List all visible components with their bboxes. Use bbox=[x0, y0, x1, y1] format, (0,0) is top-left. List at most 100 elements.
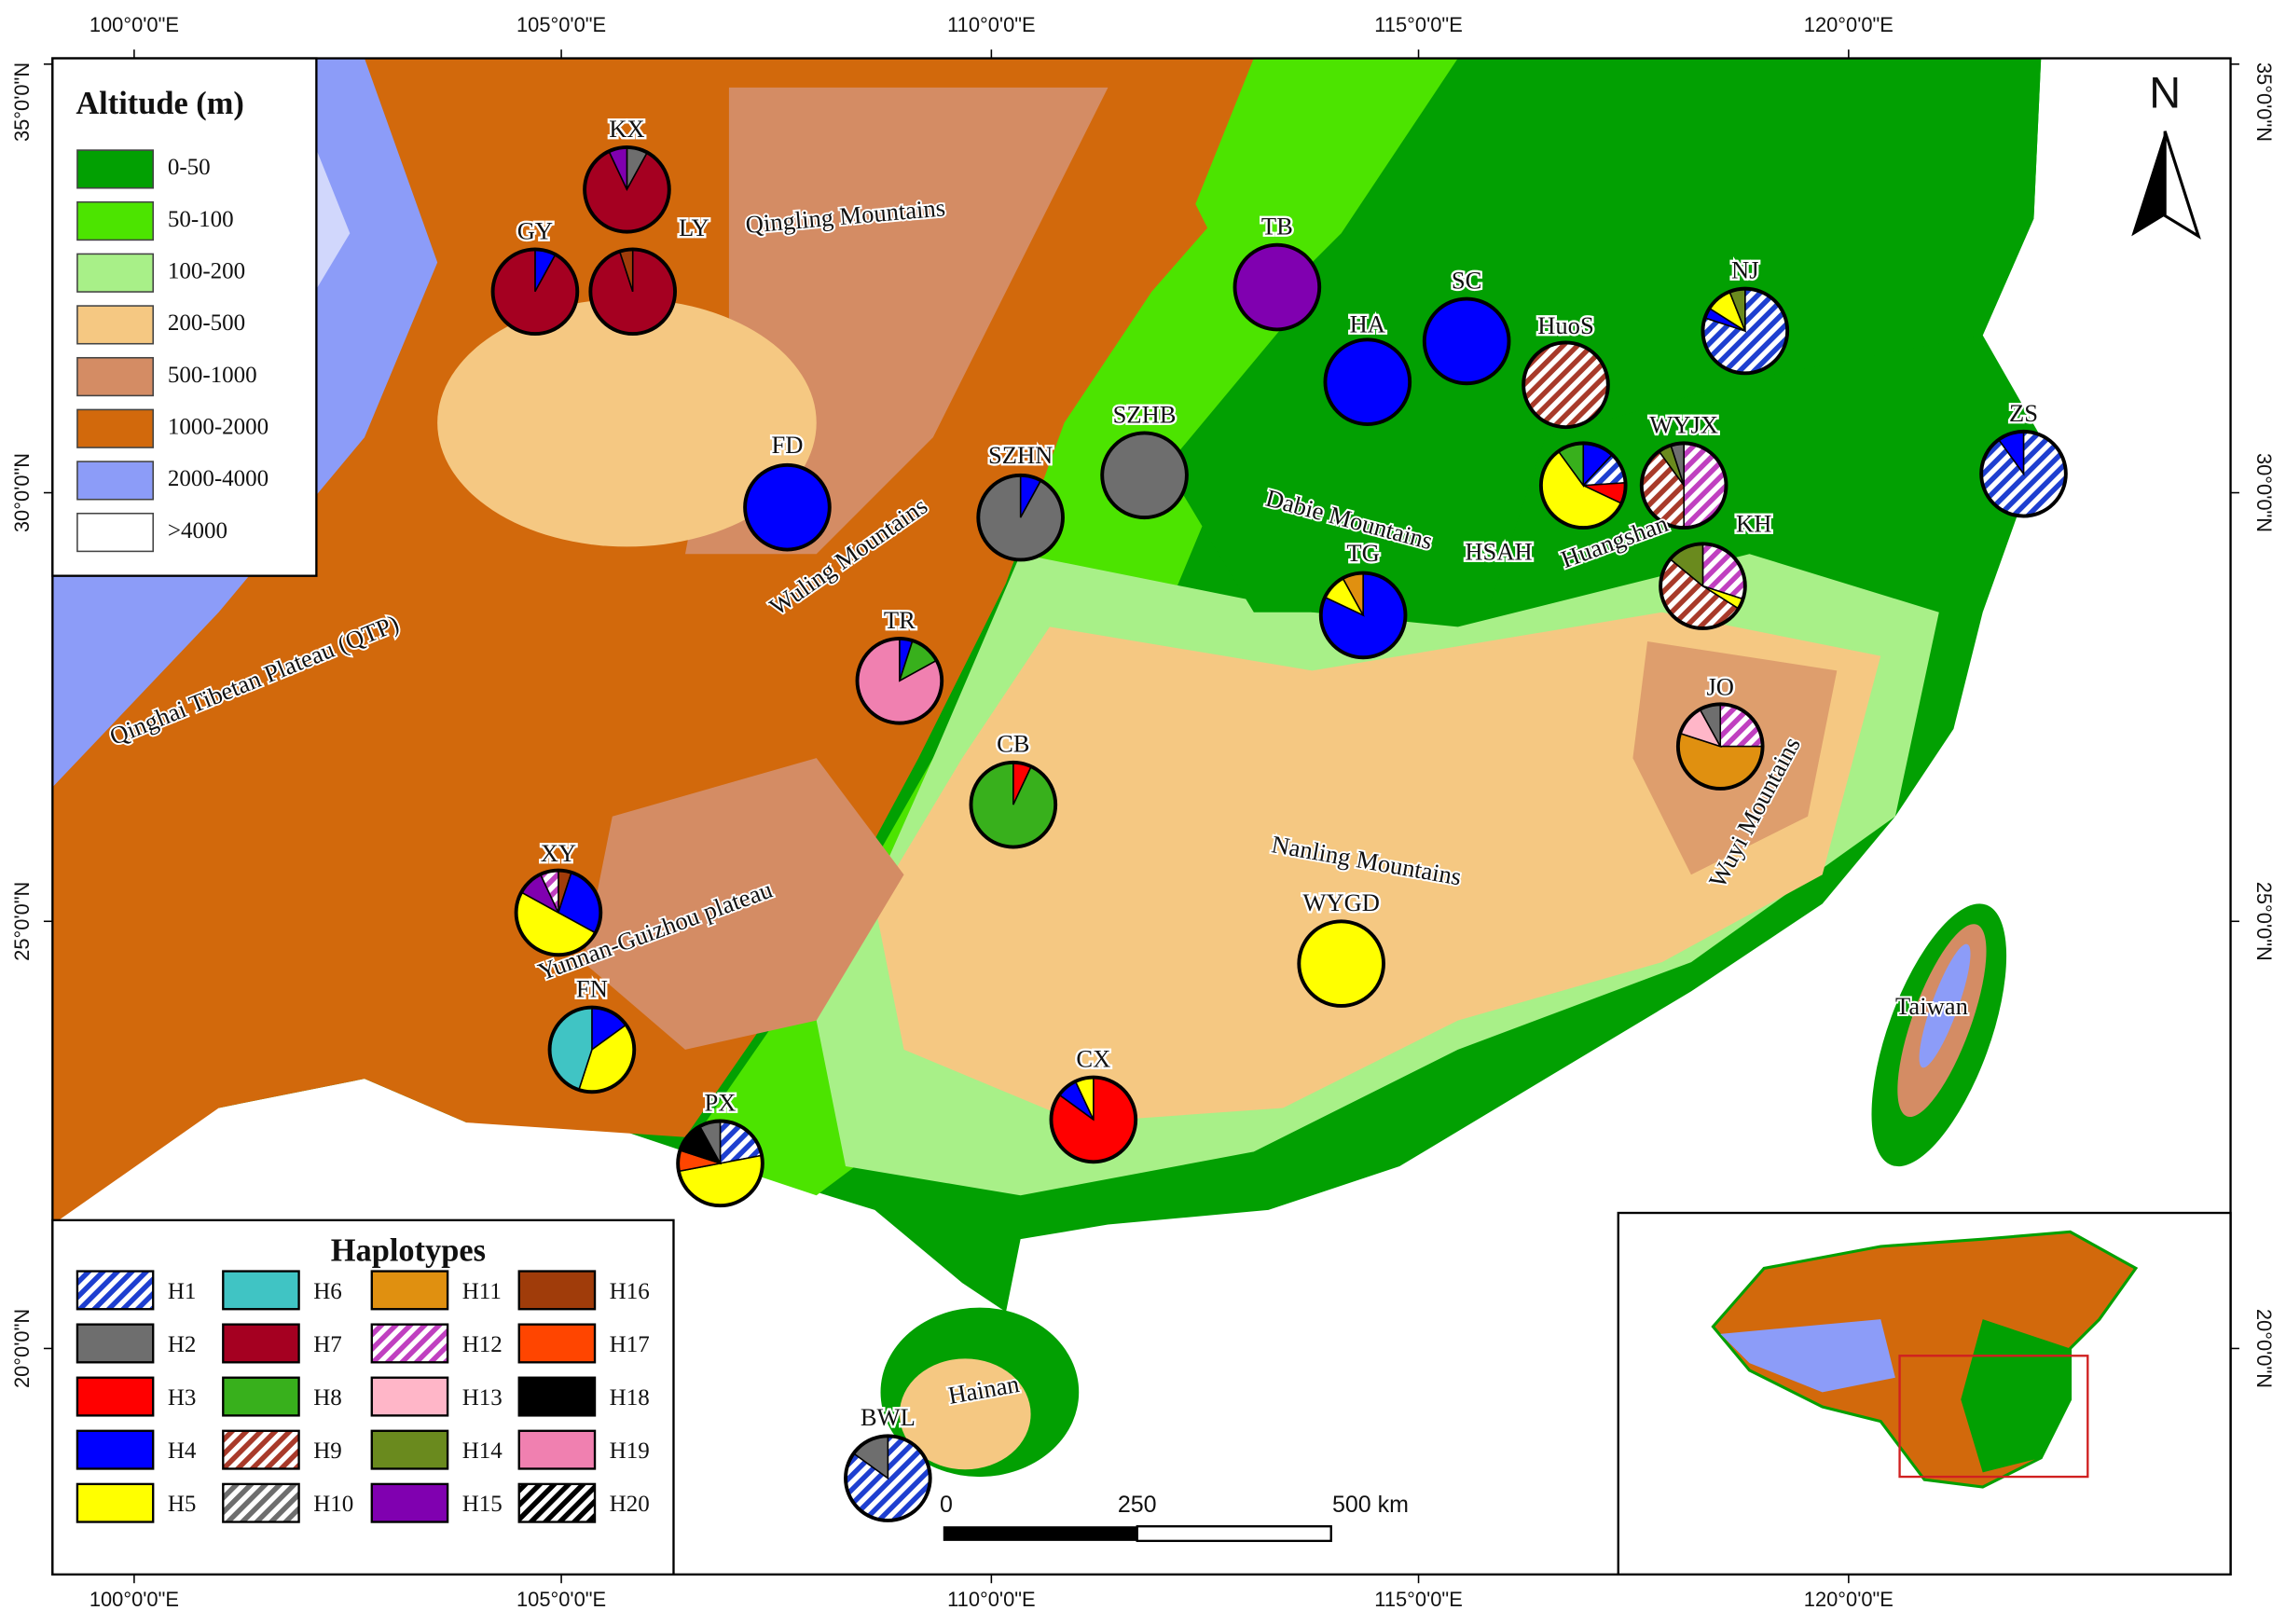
legend-label: H3 bbox=[168, 1385, 197, 1411]
legend-swatch bbox=[76, 356, 155, 397]
legend-title: Haplotypes bbox=[331, 1233, 486, 1269]
pie-outline bbox=[1701, 286, 1790, 376]
legend-swatch bbox=[76, 1376, 155, 1417]
legend-label: H14 bbox=[462, 1438, 503, 1464]
lon-label-top: 105°0'0"E bbox=[516, 13, 606, 36]
population-label: LY bbox=[679, 213, 709, 241]
population-label: HuoS bbox=[1537, 311, 1594, 339]
pie-outline bbox=[583, 145, 671, 234]
legend-label: 2000-4000 bbox=[168, 466, 269, 491]
legend-label: H2 bbox=[168, 1332, 197, 1357]
pie-outline bbox=[1422, 296, 1511, 386]
legend-swatch bbox=[517, 1270, 597, 1311]
pie-outline bbox=[1233, 242, 1322, 332]
legend-label: 200-500 bbox=[168, 310, 245, 336]
legend-label: 500-1000 bbox=[168, 363, 257, 388]
legend-label: 100-200 bbox=[168, 258, 245, 283]
pie-outline bbox=[1639, 441, 1728, 530]
legend-swatch bbox=[222, 1429, 300, 1470]
legend-swatch bbox=[76, 461, 155, 501]
lat-label-left: 35°0'0"N bbox=[10, 62, 34, 142]
lon-label-top: 120°0'0"E bbox=[1804, 13, 1894, 36]
place-name: Taiwan bbox=[1895, 992, 1968, 1020]
legend-label: H20 bbox=[610, 1492, 650, 1517]
lon-label-bottom: 105°0'0"E bbox=[516, 1588, 606, 1611]
legend-swatch bbox=[76, 253, 155, 293]
legend-label: H18 bbox=[610, 1385, 650, 1411]
pie-outline bbox=[1323, 337, 1412, 427]
lon-label-bottom: 100°0'0"E bbox=[90, 1588, 179, 1611]
legend-label: >4000 bbox=[168, 518, 227, 544]
lat-label-right: 20°0'0"N bbox=[2252, 1309, 2276, 1388]
lon-label-bottom: 115°0'0"E bbox=[1374, 1588, 1462, 1611]
legend-swatch bbox=[517, 1323, 597, 1364]
population-label: FD bbox=[771, 431, 803, 459]
pie-outline bbox=[969, 760, 1058, 849]
legend-label: H9 bbox=[313, 1438, 342, 1464]
legend-label: H17 bbox=[610, 1332, 650, 1357]
legend-swatch bbox=[76, 408, 155, 448]
legend-swatch bbox=[517, 1376, 597, 1417]
lat-label-left: 20°0'0"N bbox=[10, 1309, 34, 1388]
population-label: CX bbox=[1076, 1044, 1110, 1072]
legend-swatch bbox=[222, 1376, 300, 1417]
population-label: HSAH bbox=[1465, 537, 1532, 565]
legend-label: H11 bbox=[462, 1279, 502, 1304]
legend-label: H12 bbox=[462, 1332, 503, 1357]
lon-label-bottom: 120°0'0"E bbox=[1804, 1588, 1894, 1611]
scale-bar bbox=[943, 1525, 1332, 1543]
legend-swatch bbox=[517, 1482, 597, 1523]
population-label: TB bbox=[1261, 213, 1293, 241]
north-arrow bbox=[2131, 131, 2201, 240]
north-label: N bbox=[2149, 69, 2181, 117]
legend-label: H8 bbox=[313, 1385, 342, 1411]
legend-swatch bbox=[76, 305, 155, 345]
legend-label: H10 bbox=[313, 1492, 353, 1517]
population-label: SC bbox=[1452, 266, 1482, 294]
pie-outline bbox=[1659, 542, 1747, 630]
altitude-legend: Altitude (m) 0-50 50-100 100-200 200-500 500-… bbox=[51, 57, 318, 577]
lat-label-right: 35°0'0"N bbox=[2252, 62, 2276, 142]
pie-outline bbox=[1100, 431, 1189, 520]
lat-label-right: 25°0'0"N bbox=[2252, 882, 2276, 961]
legend-swatch bbox=[517, 1429, 597, 1470]
legend-label: H1 bbox=[168, 1279, 197, 1304]
population-label: SZHB bbox=[1113, 400, 1177, 428]
legend-swatch bbox=[76, 1482, 155, 1523]
legend-swatch bbox=[222, 1482, 300, 1523]
population-label: KX bbox=[609, 115, 644, 143]
population-label: XY bbox=[541, 839, 576, 867]
lon-label-bottom: 110°0'0"E bbox=[947, 1588, 1035, 1611]
population-label: CB bbox=[997, 730, 1029, 758]
population-label: HA bbox=[1350, 310, 1385, 337]
legend-title: Altitude (m) bbox=[76, 86, 244, 121]
pie-outline bbox=[1538, 441, 1628, 530]
pie-outline bbox=[855, 636, 944, 725]
legend-label: H16 bbox=[610, 1279, 650, 1304]
legend-label: 1000-2000 bbox=[168, 414, 269, 439]
legend-swatch bbox=[76, 149, 155, 189]
legend-label: 50-100 bbox=[168, 207, 234, 232]
pie-outline bbox=[1522, 340, 1610, 430]
lon-label-top: 115°0'0"E bbox=[1374, 13, 1462, 36]
population-label: FN bbox=[576, 974, 608, 1002]
pie-outline bbox=[1675, 702, 1765, 791]
legend-swatch bbox=[370, 1482, 449, 1523]
lat-label-left: 25°0'0"N bbox=[10, 882, 34, 961]
legend-swatch bbox=[370, 1376, 449, 1417]
pie-outline bbox=[490, 247, 580, 337]
legend-label: 0-50 bbox=[168, 155, 211, 180]
population-label: NJ bbox=[1731, 256, 1759, 284]
lon-label-top: 100°0'0"E bbox=[90, 13, 179, 36]
terrain bbox=[51, 57, 2232, 1576]
pie-outline bbox=[588, 247, 677, 337]
legend-swatch bbox=[76, 200, 155, 241]
legend-swatch bbox=[370, 1429, 449, 1470]
pie-outline bbox=[1297, 919, 1385, 1008]
legend-swatch bbox=[76, 1323, 155, 1364]
haplotype-legend: Haplotypes H1 H2 H3 H4 H5 H6 H7 H8 H9 H10 H11 H12 H13… bbox=[51, 1218, 675, 1576]
pie-outline bbox=[743, 462, 832, 552]
population-label: PX bbox=[705, 1088, 737, 1116]
